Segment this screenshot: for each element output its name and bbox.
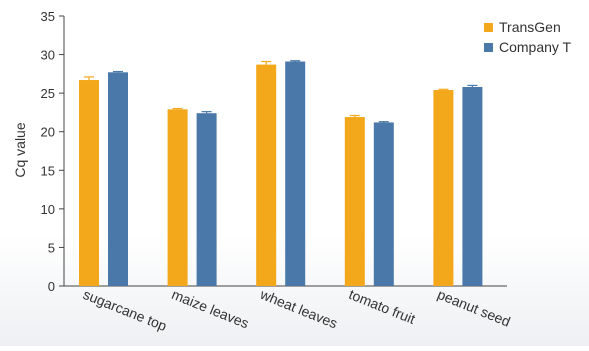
y-tick-label: 15 [41,163,55,178]
y-tick-label: 10 [41,202,55,217]
y-tick-label: 5 [48,240,55,255]
bar-company-t-4 [462,86,483,286]
y-tick-label: 25 [41,86,55,101]
legend: TransGen Company T [484,19,572,55]
x-category-label: maize leaves [169,286,251,331]
y-tick-label: 30 [41,48,55,63]
y-axis-title: Cq value [12,122,28,177]
y-tick-label: 20 [41,125,55,140]
legend-swatch [484,43,493,52]
bar-company-t-0 [108,72,128,286]
bar-company-t-2 [285,61,306,287]
x-axis: sugarcane top maize leaves wheat leaves tom… [64,285,513,334]
x-category-label: peanut seed [435,286,512,330]
bar-transgen-3 [344,117,365,286]
x-category-label: wheat leaves [257,286,340,332]
bar-company-t-3 [373,122,394,286]
bar-company-t-1 [196,113,217,286]
legend-label: TransGen [499,19,561,35]
y-tick-label: 35 [41,9,55,24]
x-category-label: sugarcane top [81,286,169,334]
bar-transgen-0 [79,80,99,287]
y-axis: 0 5 10 15 20 25 30 35 [41,9,65,294]
legend-swatch [484,23,493,32]
bar-transgen-2 [256,64,277,286]
bar-transgen-4 [433,90,454,286]
bars [79,60,483,287]
legend-label: Company T [499,39,572,55]
x-category-label: tomato fruit [347,286,418,327]
bar-transgen-1 [167,109,188,286]
y-tick-label: 0 [48,279,55,294]
